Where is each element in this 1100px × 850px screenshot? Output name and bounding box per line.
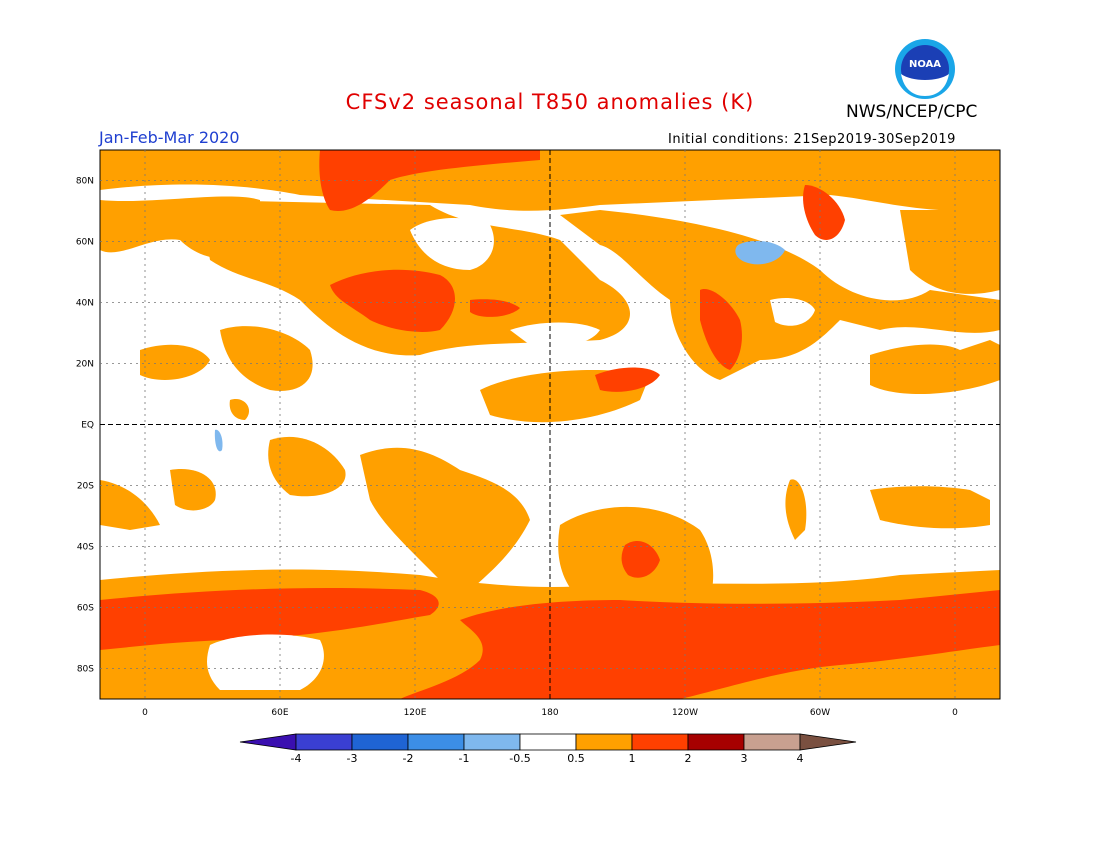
colorbar-label: -4 xyxy=(290,752,302,765)
noaa-logo-icon: NOAA xyxy=(895,39,955,99)
longitude-label: 120E xyxy=(404,708,427,718)
colorbar-label: 0.5 xyxy=(567,752,585,765)
lat-lon-grid xyxy=(100,150,1000,699)
colorbar-label: 3 xyxy=(740,752,748,765)
colorbar-box xyxy=(687,733,745,751)
colorbar-label: 2 xyxy=(684,752,692,765)
colorbar-box xyxy=(351,733,409,751)
latitude-label: EQ xyxy=(81,421,94,431)
longitude-label: 60E xyxy=(271,708,288,718)
longitude-label: 120W xyxy=(672,708,698,718)
svg-text:NOAA: NOAA xyxy=(909,59,941,70)
colorbar-label: 4 xyxy=(796,752,804,765)
longitude-label: 0 xyxy=(142,708,148,718)
colorbar-box xyxy=(631,733,689,751)
latitude-label: 20N xyxy=(76,360,94,370)
colorbar-box xyxy=(743,733,801,751)
colorbar-box xyxy=(407,733,465,751)
latitude-label: 40S xyxy=(77,543,94,553)
longitude-label: 180 xyxy=(541,708,558,718)
latitude-label: 40N xyxy=(76,299,94,309)
colorbar xyxy=(239,733,857,751)
latitude-label: 80N xyxy=(76,177,94,187)
longitude-label: 60W xyxy=(810,708,830,718)
colorbar-min-arrow xyxy=(239,733,297,751)
latitude-label: 60S xyxy=(77,604,94,614)
colorbar-label: -3 xyxy=(346,752,358,765)
colorbar-max-arrow xyxy=(799,733,857,751)
colorbar-label: -0.5 xyxy=(509,752,531,765)
forecast-period: Jan-Feb-Mar 2020 xyxy=(99,128,240,147)
chart-title: CFSv2 seasonal T850 anomalies (K) xyxy=(345,90,755,114)
agency-label: NWS/NCEP/CPC xyxy=(846,102,978,122)
colorbar-label: -1 xyxy=(458,752,470,765)
longitude-labels: 0 60E 120E 180 120W 60W 0 xyxy=(142,708,958,718)
colorbar-box xyxy=(519,733,577,751)
colorbar-box xyxy=(575,733,633,751)
latitude-label: 20S xyxy=(77,482,94,492)
colorbar-box xyxy=(295,733,353,751)
latitude-label: 80S xyxy=(77,665,94,675)
colorbar-label: -2 xyxy=(402,752,414,765)
initial-conditions: Initial conditions: 21Sep2019-30Sep2019 xyxy=(668,132,956,147)
latitude-labels: 80N 60N 40N 20N EQ 20S 40S 60S 80S xyxy=(76,177,94,675)
latitude-label: 60N xyxy=(76,238,94,248)
colorbar-box xyxy=(463,733,521,751)
colorbar-label: 1 xyxy=(628,752,636,765)
longitude-label: 0 xyxy=(952,708,958,718)
